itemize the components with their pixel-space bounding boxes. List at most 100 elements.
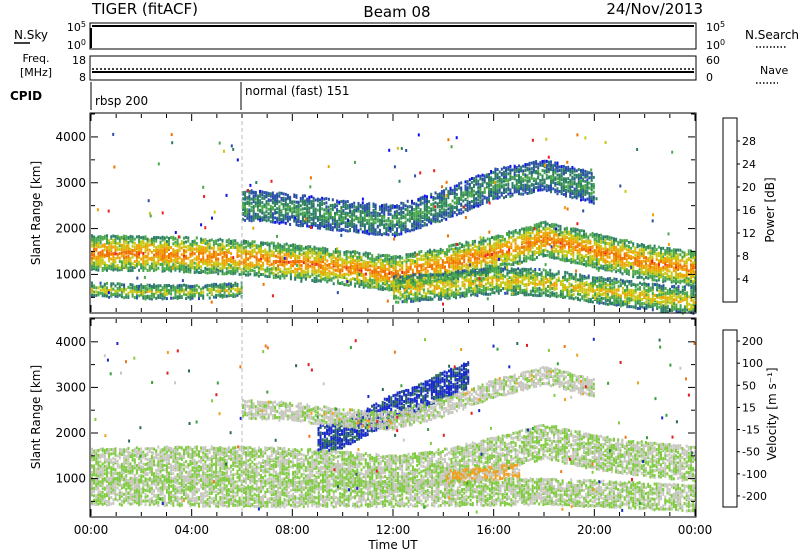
scatter-cell [580,234,583,238]
scatter-cell [581,296,584,300]
scatter-cell [527,249,530,253]
scatter-cell [634,301,637,305]
scatter-cell [405,256,408,259]
scatter-cell [613,244,615,248]
scatter-cell [174,249,177,253]
scatter-cell [666,306,669,310]
scatter-cell [591,284,594,288]
scatter-cell [595,263,598,267]
scatter-cell [675,267,677,271]
scatter-cell [99,261,102,265]
scatter-cell [532,289,534,293]
scatter-cell [619,266,622,270]
scatter-cell [332,250,335,254]
scatter-cell [267,202,270,206]
scatter-cell [212,255,215,259]
scatter-cell [626,294,629,298]
scatter-cell [493,260,496,264]
scatter-cell [491,289,494,293]
scatter-cell [533,234,536,238]
scatter-cell [242,270,245,274]
scatter-cell [523,247,526,251]
scatter-cell [212,265,215,269]
scatter-cell [439,266,442,269]
scatter-cell [657,264,660,268]
scatter-cell [405,286,408,290]
scatter-cell [313,256,316,260]
scatter-cell [324,247,327,251]
scatter-cell [491,248,493,252]
scatter-cell [538,239,541,243]
scatter-cell [183,268,185,272]
scatter-cell [476,265,479,269]
scatter-cell [465,248,468,252]
scatter-cell [636,294,639,298]
scatter-cell [313,263,316,266]
scatter-cell [555,291,558,295]
scatter-cell [146,242,149,245]
scatter-cell [456,254,459,258]
scatter-cell [373,257,376,261]
scatter-cell [609,277,612,281]
scatter-cell [510,242,513,246]
scatter-cell [651,282,654,286]
scatter-cell [598,247,600,251]
scatter-cell [129,261,132,265]
scatter-cell [636,287,639,291]
scatter-cell [624,291,626,294]
scatter-cell [619,247,622,251]
scatter-cell [609,280,612,284]
scatter-cell [643,281,646,285]
scatter-cell [587,285,590,289]
scatter-cell [138,252,141,256]
scatter-cell [163,255,166,259]
scatter-cell [210,246,213,250]
scatter-cell [108,252,111,255]
scatter-cell [221,247,224,251]
scatter-cell [364,268,367,271]
scatter-cell [495,270,498,274]
scatter-cell [153,244,155,248]
scatter-cell [508,240,511,244]
scatter-cell [313,280,316,283]
scatter-cell [619,238,622,242]
scatter-cell [114,240,117,243]
freq-label-1: Freq. [22,52,49,65]
scatter-cell [610,259,613,263]
scatter-cell [269,198,272,202]
scatter-cell [437,271,440,275]
scatter-cell [317,252,320,256]
scatter-cell [249,268,252,272]
scatter-cell [268,267,271,271]
scatter-cell [360,279,363,283]
scatter-cell [401,267,404,271]
scatter-cell [386,279,389,283]
scatter-cell [271,212,274,216]
scatter-cell [212,267,215,271]
scatter-cell [262,273,265,276]
scatter-cell [580,260,583,264]
scatter-cell [570,276,573,280]
scatter-cell [210,268,213,272]
scatter-cell [204,261,207,265]
scatter-cell [172,242,175,246]
scatter-cell [613,277,616,281]
scatter-cell [484,256,487,260]
scatter-cell [613,285,616,289]
scatter-cell [591,249,594,253]
scatter-cell [260,244,262,248]
scatter-cell [672,248,675,252]
scatter-cell [478,251,481,255]
scatter-cell [527,244,530,248]
scatter-cell [664,297,667,301]
scatter-cell [446,260,449,264]
scatter-cell [174,259,177,263]
scatter-cell [292,264,295,268]
scatter-cell [681,285,684,289]
scatter-cell [261,216,264,220]
scatter-cell [542,287,545,291]
scatter-cell [183,264,185,268]
scatter-cell [660,256,662,260]
scatter-cell [110,257,113,261]
scatter-cell [463,291,466,295]
